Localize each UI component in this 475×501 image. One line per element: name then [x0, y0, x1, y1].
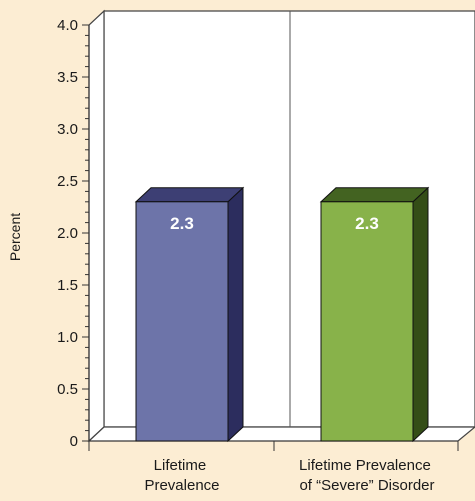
bar-front-face	[320, 201, 414, 442]
y-tick-label: 1.5	[57, 277, 78, 294]
bar-2: 2.3	[319, 186, 430, 443]
bar-top-face	[134, 187, 245, 203]
y-axis-label: Percent	[7, 213, 23, 261]
bar-top-face	[319, 187, 430, 203]
y-tick-label: 3.5	[57, 69, 78, 86]
bar-data-label: 2.3	[355, 214, 379, 233]
y-tick-label: 4.0	[57, 17, 78, 34]
x-category-label-2: Lifetime Prevalence of “Severe” Disorder	[299, 457, 435, 494]
bars-group: 2.3 2.3	[134, 186, 430, 443]
y-tick-label: 0	[70, 433, 78, 450]
y-tick-label: 0.5	[57, 381, 78, 398]
y-tick-label: 2.0	[57, 225, 78, 242]
y-tick-label: 1.0	[57, 329, 78, 346]
y-axis-tick-labels: 0 0.5 1.0 1.5 2.0 2.5 3.0 3.5 4.0	[57, 17, 78, 450]
y-tick-label: 2.5	[57, 173, 78, 190]
bar-front-face	[135, 201, 229, 442]
plot-side-wall	[88, 9, 105, 443]
x-category-label-1: Lifetime Prevalence	[144, 457, 219, 494]
bar-side-face	[412, 186, 429, 443]
y-axis-ticks	[82, 24, 89, 442]
bar-1: 2.3	[134, 186, 245, 443]
bar-data-label: 2.3	[170, 214, 194, 233]
y-tick-label: 3.0	[57, 121, 78, 138]
bar-side-face	[227, 186, 244, 443]
